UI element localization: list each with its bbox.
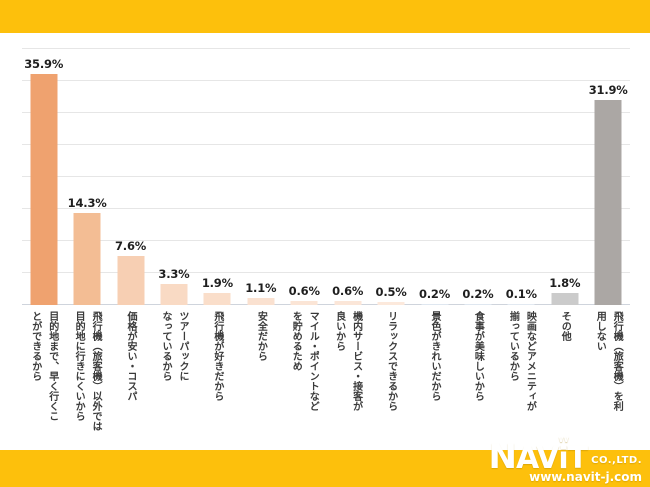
navit-logo-company: CO.,LTD.: [591, 455, 642, 466]
bottom-brand-band: NAVi ∨∨ T CO.,LTD. www.navit-j.com: [0, 436, 650, 487]
x-axis-labels: 目的地まで、早く行くこ とができるから 飛行機（旅客機）以外では 目的地に行きにく…: [22, 311, 630, 449]
gridline-30: [22, 111, 630, 113]
bar-column-5: 1.9%: [196, 48, 239, 305]
category-label-text: 飛行機（旅客機）以外では 目的地に行きにくいから: [73, 311, 102, 431]
category-label-14: 飛行機（旅客機）を利 用しない: [586, 311, 629, 449]
bar-column-1: 35.9%: [22, 48, 65, 305]
bar: [421, 303, 448, 305]
bar: [160, 283, 188, 305]
category-label-1: 目的地まで、早く行くこ とができるから: [22, 311, 65, 449]
bar-column-9: 0.5%: [369, 48, 412, 305]
value-label: 0.6%: [332, 284, 364, 299]
gridline-5: [22, 272, 630, 274]
bar-column-12: 0.1%: [500, 48, 543, 305]
bar-column-14: 31.9%: [586, 48, 629, 305]
bar: [334, 301, 362, 305]
bar: [594, 100, 622, 305]
bar: [377, 301, 405, 305]
value-label: 0.6%: [288, 284, 320, 299]
navit-logo-url: www.navit-j.com: [529, 470, 642, 484]
gridline-35: [22, 79, 630, 81]
gridline-15: [22, 208, 630, 210]
bar-column-2: 14.3%: [65, 48, 108, 305]
bar: [551, 293, 579, 305]
category-label-9: リラックスできるから: [369, 311, 412, 449]
bar: [290, 301, 318, 305]
category-label-2: 飛行機（旅客機）以外では 目的地に行きにくいから: [65, 311, 108, 449]
bar-column-4: 3.3%: [152, 48, 195, 305]
value-label: 1.1%: [245, 280, 277, 295]
value-label: 0.2%: [462, 286, 494, 301]
value-label: 0.5%: [375, 284, 407, 299]
plot-area: 35.9% 14.3% 7.6% 3.3% 1.9% 1.1% 0.6% 0.6% 0.5% 0.…: [22, 47, 630, 305]
gridline-10: [22, 240, 630, 242]
bar-column-10: 0.2%: [413, 48, 456, 305]
bar-column-11: 0.2%: [456, 48, 499, 305]
category-label-11: 食事が美味しいから: [456, 311, 499, 449]
bar: [203, 292, 231, 305]
value-label: 35.9%: [24, 57, 64, 72]
value-label: 0.2%: [418, 286, 451, 301]
category-label-text: 価格が安い・コスパ: [125, 311, 137, 401]
category-label-text: 飛行機（旅客機）を利 用しない: [594, 311, 623, 411]
category-label-10: 景色がきれいだから: [413, 311, 456, 449]
category-label-text: 景色がきれいだから: [429, 311, 440, 401]
top-brand-band: [0, 0, 650, 33]
category-label-text: リラックスできるから: [385, 311, 397, 411]
category-label-text: その他: [559, 311, 571, 341]
category-label-3: 価格が安い・コスパ: [109, 311, 152, 449]
bar: [117, 256, 145, 305]
value-label: 0.1%: [505, 287, 537, 301]
category-label-7: マイル・ポイントなど を貯めるため: [283, 311, 326, 449]
navit-logo-row: NAVi ∨∨ T CO.,LTD.: [488, 435, 643, 477]
bar: [247, 297, 275, 305]
category-label-8: 機内サービス・接客が 良いから: [326, 311, 369, 449]
value-label: 31.9%: [588, 83, 628, 98]
bar-column-6: 1.1%: [239, 48, 282, 305]
category-label-text: 映画などアメニティが 揃っているから: [507, 311, 536, 411]
category-label-text: 飛行機が好きだから: [211, 311, 223, 401]
x-axis-line: [22, 304, 630, 305]
category-label-text: 機内サービス・接客が 良いから: [333, 311, 362, 411]
category-label-12: 映画などアメニティが 揃っているから: [500, 311, 543, 449]
category-label-13: その他: [543, 311, 586, 449]
bar-column-8: 0.6%: [326, 48, 369, 305]
gridline-25: [22, 143, 630, 145]
value-label: 1.9%: [201, 275, 233, 290]
bar-column-7: 0.6%: [283, 48, 326, 305]
category-label-text: ツアーパックに なっているから: [159, 311, 188, 381]
bar-columns: 35.9% 14.3% 7.6% 3.3% 1.9% 1.1% 0.6% 0.6% 0.5% 0.…: [22, 48, 630, 305]
value-label: 14.3%: [67, 196, 107, 211]
category-label-text: 食事が美味しいから: [472, 311, 484, 401]
navit-logo: NAVi ∨∨ T CO.,LTD. www.navit-j.com: [488, 435, 643, 484]
rabbit-ears-icon: ∨∨: [557, 435, 570, 445]
navit-logo-text: NAVi ∨∨ T: [488, 435, 589, 477]
bar: [464, 303, 492, 305]
gridline-40: [22, 47, 630, 49]
category-label-6: 安全だから: [239, 311, 282, 449]
value-label: 7.6%: [114, 239, 147, 254]
gridline-20: [22, 176, 630, 177]
bar-column-13: 1.8%: [543, 48, 586, 305]
bar: [30, 74, 58, 305]
category-label-5: 飛行機が好きだから: [196, 311, 239, 449]
bar: [73, 213, 101, 305]
category-label-text: 安全だから: [255, 311, 267, 361]
value-label: 3.3%: [158, 266, 190, 281]
bar: [507, 304, 535, 305]
category-label-text: 目的地まで、早く行くこ とができるから: [29, 311, 58, 421]
category-label-text: マイル・ポイントなど を貯めるため: [290, 311, 319, 411]
value-label: 1.8%: [549, 276, 581, 291]
category-label-4: ツアーパックに なっているから: [152, 311, 195, 449]
bar-column-3: 7.6%: [109, 48, 152, 305]
